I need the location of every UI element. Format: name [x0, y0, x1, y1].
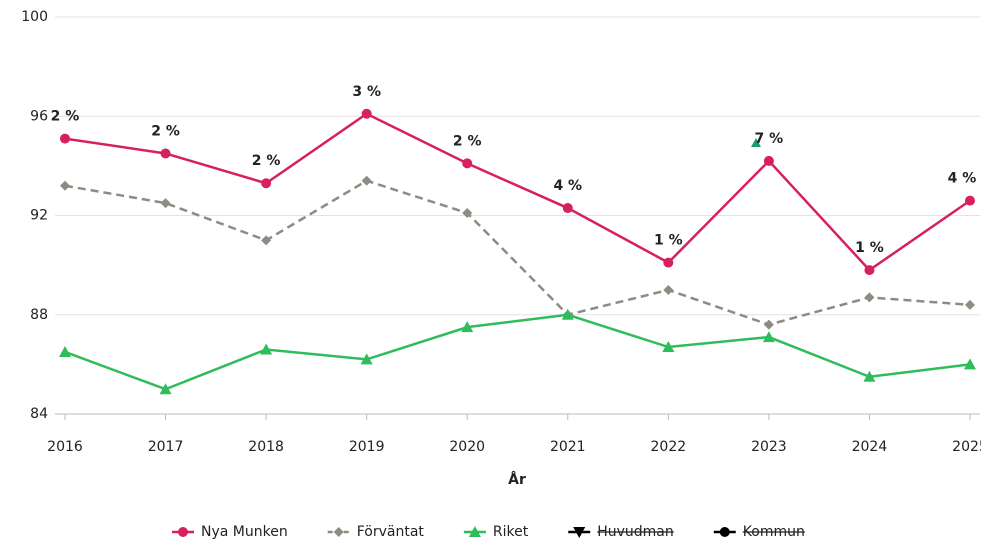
data-point: [561, 308, 574, 320]
series-line: [64, 313, 971, 391]
x-tick-label: 2022: [651, 439, 687, 455]
data-point: [60, 180, 70, 191]
point-annotation: 2 %: [252, 153, 281, 169]
data-point: [762, 331, 775, 343]
data-point: [59, 345, 71, 357]
data-point: [360, 353, 373, 365]
point-annotation: 2 %: [51, 109, 80, 125]
point-annotation: 1 %: [654, 233, 683, 249]
legend-label: Nya Munken: [201, 524, 288, 540]
point-annotation: 2 %: [453, 133, 482, 149]
legend-item: Huvudman: [568, 524, 674, 540]
data-point: [965, 299, 975, 310]
data-point: [160, 198, 171, 209]
y-tick-label: 84: [30, 406, 48, 422]
data-point: [261, 235, 272, 246]
legend-marker: [333, 527, 344, 537]
x-tick-label: 2023: [751, 439, 787, 455]
data-point: [763, 155, 774, 166]
data-point: [60, 133, 70, 144]
data-point: [361, 175, 372, 186]
legend-marker: [468, 526, 481, 537]
data-point: [562, 203, 573, 214]
point-annotation: 4 %: [553, 178, 582, 194]
y-tick-label: 92: [30, 208, 48, 224]
data-point: [964, 358, 976, 370]
y-tick-label: 96: [30, 108, 48, 124]
point-annotation: 2 %: [151, 123, 180, 139]
data-point: [260, 343, 273, 355]
data-point: [159, 383, 172, 395]
x-tick-label: 2017: [148, 439, 184, 455]
legend-marker: [573, 527, 586, 538]
data-point: [965, 195, 975, 206]
x-tick-label: 2021: [550, 439, 586, 455]
data-point: [863, 370, 876, 382]
x-tick-label: 2020: [449, 439, 485, 455]
data-point: [462, 158, 473, 169]
series-line: [64, 112, 971, 272]
data-point: [461, 321, 474, 333]
data-point: [864, 265, 875, 276]
point-annotation: 3 %: [352, 84, 381, 100]
x-axis-label: År: [508, 471, 526, 488]
data-point: [663, 257, 674, 268]
data-point: [763, 319, 774, 330]
legend-item: Nya Munken: [172, 524, 288, 540]
data-point: [663, 284, 674, 295]
legend-label: Förväntat: [357, 524, 425, 540]
legend-label: Riket: [493, 524, 529, 540]
legend-item: Riket: [463, 524, 529, 540]
y-tick-label: 88: [30, 307, 48, 323]
x-tick-label: 2025: [952, 439, 981, 455]
legend-marker: [178, 527, 188, 537]
x-tick-label: 2018: [248, 439, 284, 455]
data-point: [462, 208, 473, 219]
point-annotation: 4 %: [948, 171, 977, 187]
point-annotation: 7 %: [755, 131, 784, 147]
trend-icon: [751, 138, 761, 147]
series-line: [64, 179, 971, 326]
legend-item: Kommun: [713, 524, 805, 540]
x-tick-label: 2024: [852, 439, 888, 455]
x-tick-label: 2016: [47, 439, 83, 455]
data-point: [160, 148, 171, 159]
legend-marker: [719, 527, 730, 537]
data-point: [662, 341, 675, 353]
data-point: [361, 108, 372, 119]
y-tick-label: 100: [21, 9, 48, 25]
x-tick-label: 2019: [349, 439, 385, 455]
legend-item: Förväntat: [327, 524, 425, 540]
point-annotation: 1 %: [855, 240, 884, 256]
data-point: [864, 292, 875, 303]
data-point: [261, 178, 272, 189]
